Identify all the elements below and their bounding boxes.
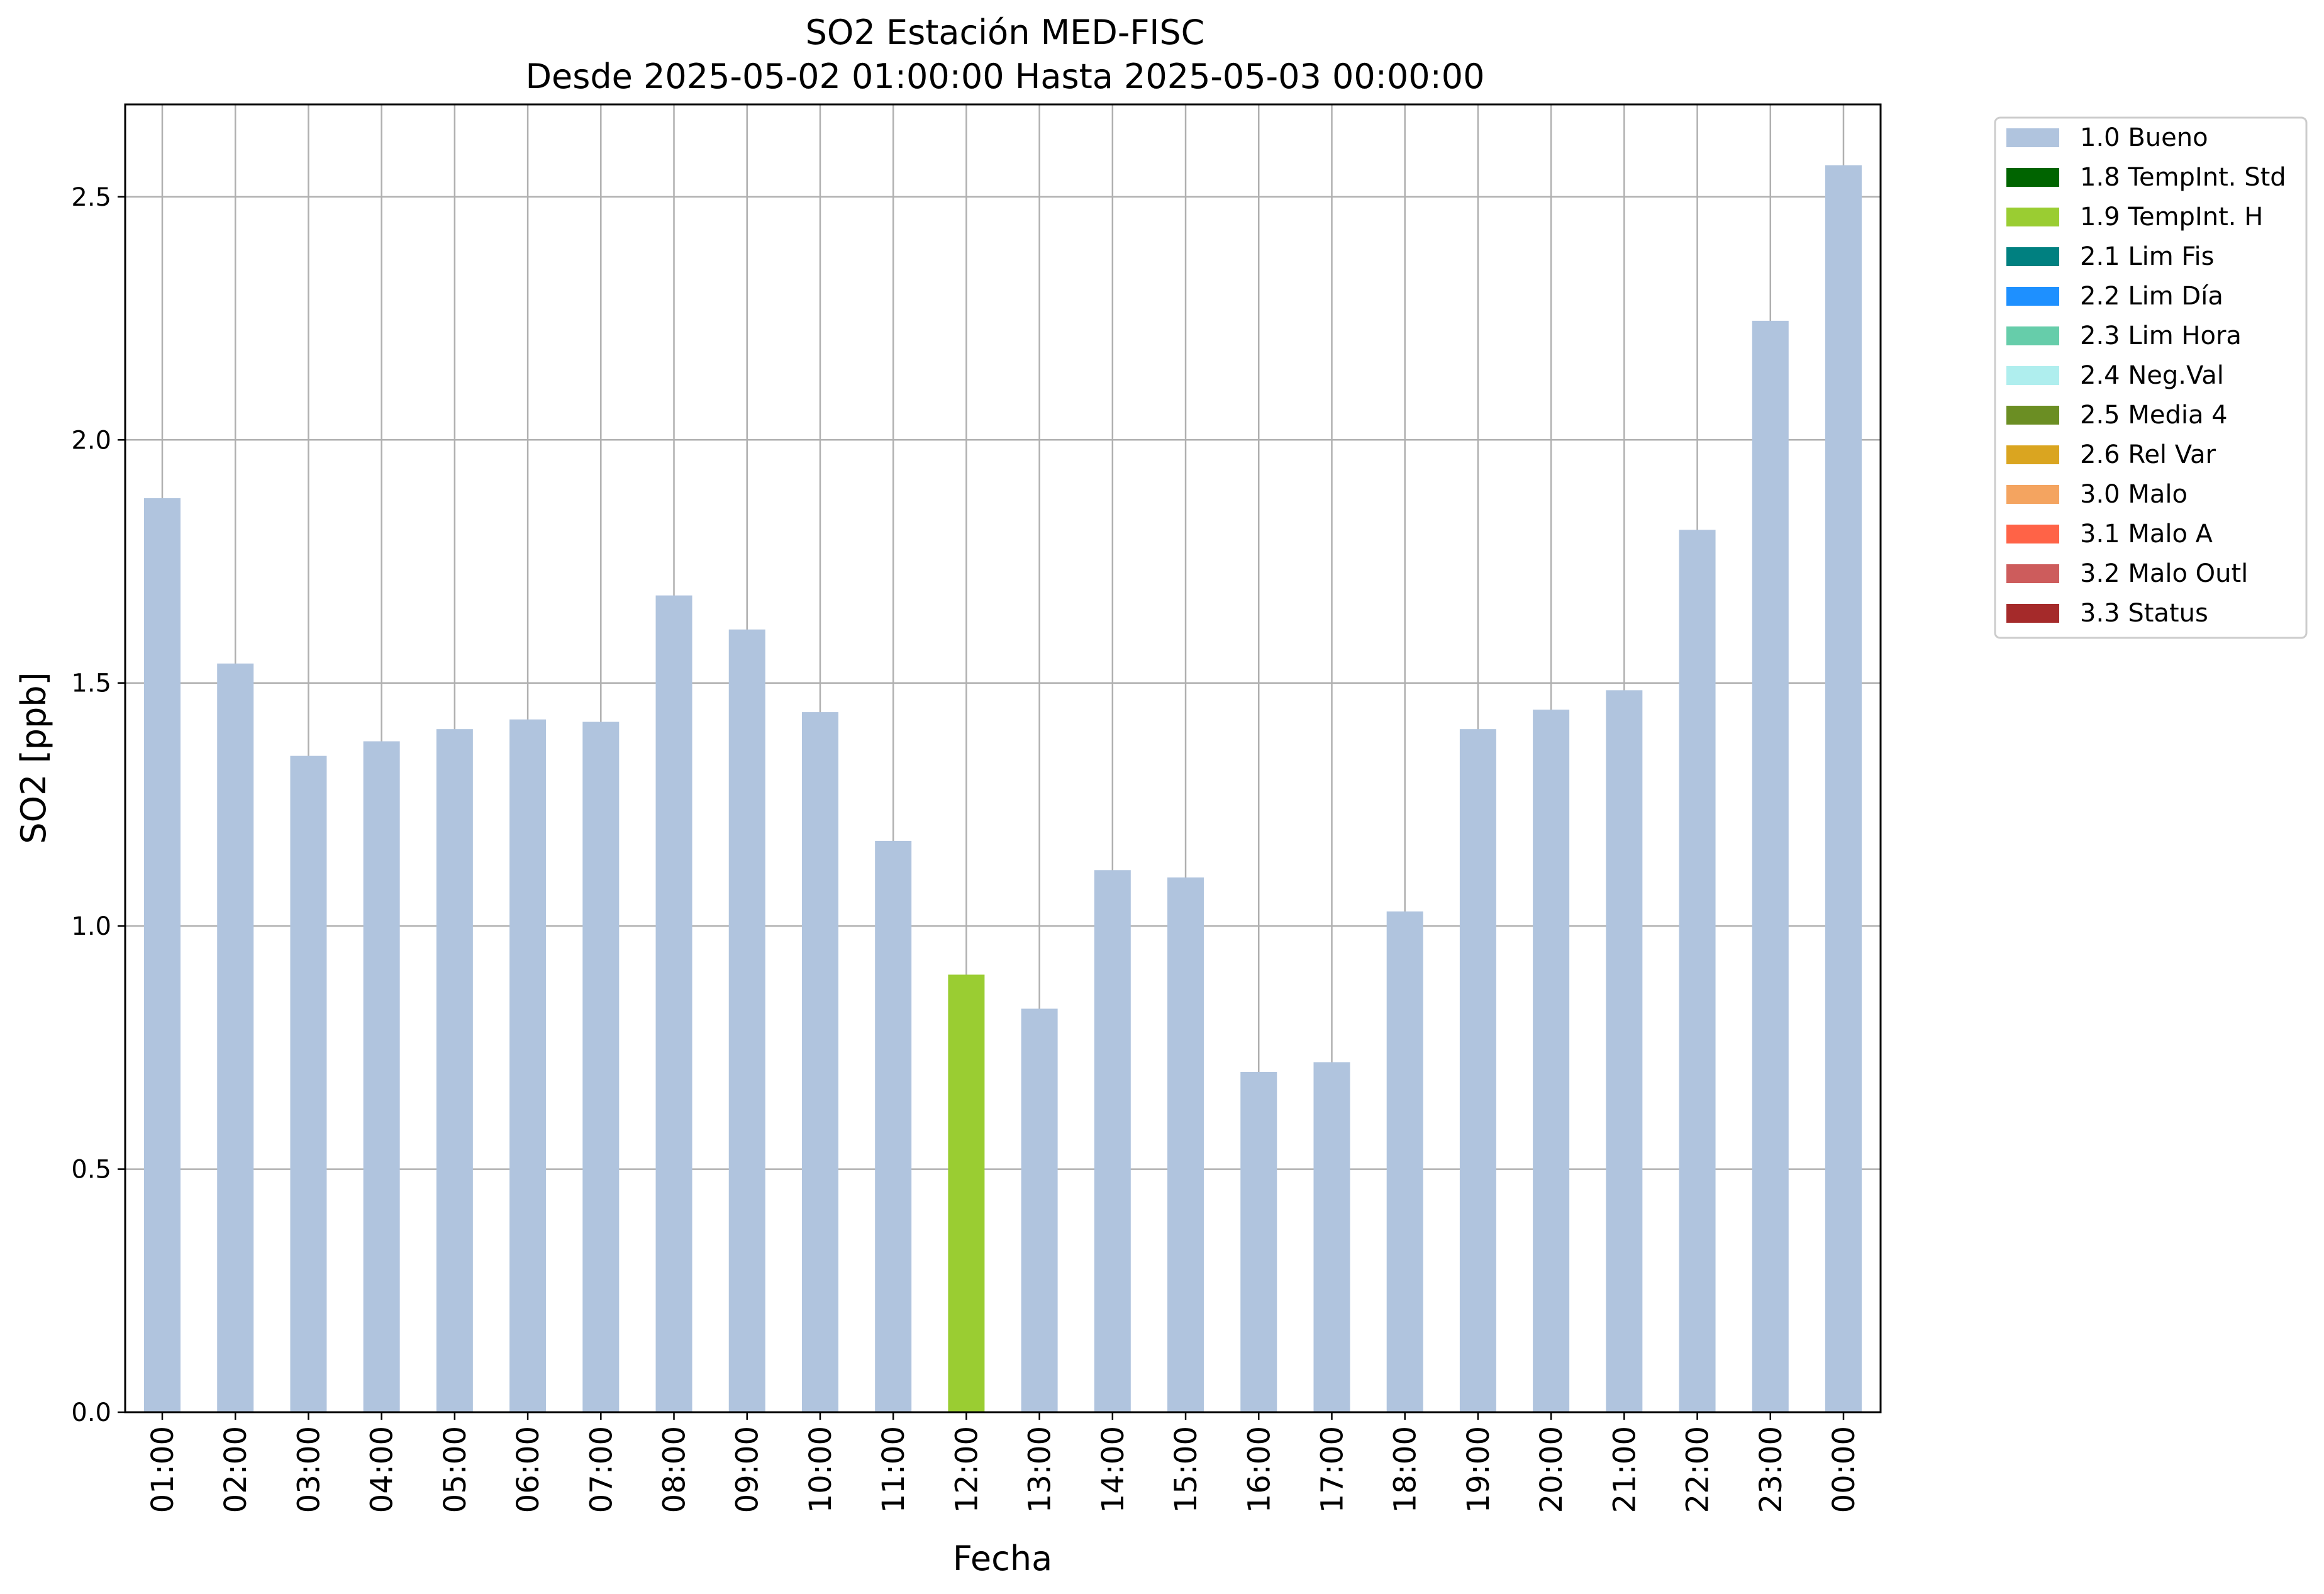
y-axis: 0.0 0.5 1.0 1.5 2.0 2.5 <box>71 183 125 1427</box>
x-tick-label: 08:00 <box>657 1426 692 1513</box>
x-tick-label: 18:00 <box>1388 1426 1423 1513</box>
x-tick-label: 10:00 <box>803 1426 838 1513</box>
bar-0800 <box>655 595 692 1412</box>
legend-label: 3.2 Malo Outl <box>2080 559 2248 588</box>
bar-0200 <box>217 663 254 1412</box>
x-tick-label: 15:00 <box>1169 1426 1204 1513</box>
y-tick-label: 2.0 <box>71 426 111 455</box>
legend-swatch <box>2006 485 2059 504</box>
legend-swatch <box>2006 366 2059 385</box>
bar-2300 <box>1752 320 1789 1412</box>
bar-1000 <box>801 712 838 1412</box>
bar-1100 <box>875 840 912 1412</box>
legend-swatch <box>2006 208 2059 226</box>
legend-label: 2.1 Lim Fis <box>2080 242 2214 271</box>
legend: 1.0 Bueno 1.8 TempInt. Std 1.9 TempInt. H 2… <box>1994 116 2308 639</box>
bar-0900 <box>728 629 765 1413</box>
x-tick-label: 07:00 <box>584 1426 619 1513</box>
legend-label: 1.9 TempInt. H <box>2080 203 2263 231</box>
bar-0000 <box>1825 165 1862 1413</box>
bar-1300 <box>1021 1008 1058 1412</box>
x-axis-label: Fecha <box>953 1539 1052 1578</box>
y-axis-label: SO2 [ppb] <box>14 672 53 844</box>
bar-1500 <box>1167 877 1204 1412</box>
x-tick-label: 19:00 <box>1461 1426 1496 1513</box>
legend-label: 2.5 Media 4 <box>2080 401 2228 430</box>
bar-1900 <box>1459 729 1496 1412</box>
x-tick-label: 23:00 <box>1754 1426 1789 1513</box>
x-tick-label: 21:00 <box>1607 1426 1642 1513</box>
bar-2000 <box>1533 710 1570 1412</box>
bar-0100 <box>144 498 181 1413</box>
bar-1700 <box>1313 1062 1350 1412</box>
legend-label: 2.3 Lim Hora <box>2080 321 2242 350</box>
legend-swatch <box>2006 168 2059 187</box>
legend-label: 2.6 Rel Var <box>2080 440 2216 469</box>
y-tick-label: 2.5 <box>71 183 111 212</box>
bars <box>144 165 1862 1413</box>
legend-label: 1.0 Bueno <box>2080 123 2208 152</box>
y-tick-label: 1.0 <box>71 912 111 941</box>
bar-1400 <box>1094 870 1131 1412</box>
legend-swatch <box>2006 128 2059 147</box>
legend-label: 2.4 Neg.Val <box>2080 361 2224 390</box>
bar-0300 <box>290 755 327 1412</box>
x-tick-label: 14:00 <box>1096 1426 1131 1513</box>
x-tick-label: 02:00 <box>218 1426 253 1513</box>
legend-swatch <box>2006 247 2059 266</box>
legend-label: 3.1 Malo A <box>2080 520 2213 549</box>
x-tick-label: 03:00 <box>291 1426 326 1513</box>
x-tick-label: 13:00 <box>1023 1426 1058 1513</box>
legend-swatch <box>2006 604 2059 623</box>
chart-subtitle: Desde 2025-05-02 01:00:00 Hasta 2025-05-… <box>525 57 1484 96</box>
legend-label: 3.0 Malo <box>2080 480 2188 509</box>
bar-0600 <box>509 719 547 1412</box>
legend-label: 3.3 Status <box>2080 599 2208 628</box>
bar-0700 <box>582 722 620 1412</box>
chart-title: SO2 Estación MED-FISC <box>806 13 1205 52</box>
y-tick-label: 1.5 <box>71 669 111 698</box>
x-tick-label: 09:00 <box>730 1426 765 1513</box>
x-tick-label: 00:00 <box>1826 1426 1862 1513</box>
y-tick-label: 0.5 <box>71 1156 111 1184</box>
x-tick-label: 16:00 <box>1242 1426 1277 1513</box>
x-tick-label: 20:00 <box>1534 1426 1569 1513</box>
legend-label: 2.2 Lim Día <box>2080 282 2223 311</box>
y-tick-label: 0.0 <box>71 1398 111 1427</box>
bar-1600 <box>1240 1071 1277 1412</box>
legend-swatch <box>2006 326 2059 345</box>
x-tick-label: 12:00 <box>949 1426 984 1513</box>
plot-frame <box>124 103 1882 1413</box>
x-tick-label: 04:00 <box>365 1426 400 1513</box>
legend-label: 1.8 TempInt. Std <box>2080 163 2286 192</box>
x-tick-label: 17:00 <box>1315 1426 1350 1513</box>
bar-1800 <box>1386 911 1423 1412</box>
bar-2100 <box>1606 690 1643 1412</box>
x-tick-label: 06:00 <box>511 1426 546 1513</box>
legend-swatch <box>2006 445 2059 464</box>
legend-swatch <box>2006 525 2059 543</box>
x-tick-label: 05:00 <box>438 1426 473 1513</box>
x-tick-label: 11:00 <box>876 1426 911 1513</box>
bar-2200 <box>1679 530 1716 1412</box>
bar-0500 <box>436 729 473 1412</box>
legend-swatch <box>2006 406 2059 425</box>
x-tick-label: 22:00 <box>1681 1426 1716 1513</box>
bar-1200 <box>948 974 985 1412</box>
bar-0400 <box>363 741 400 1412</box>
x-tick-label: 01:00 <box>145 1426 181 1513</box>
legend-swatch <box>2006 564 2059 583</box>
legend-frame <box>1994 116 2308 639</box>
x-axis: 01:00 02:00 03:00 04:00 05:00 06:00 07:00 08:00… <box>145 1412 1862 1513</box>
legend-swatch <box>2006 287 2059 306</box>
